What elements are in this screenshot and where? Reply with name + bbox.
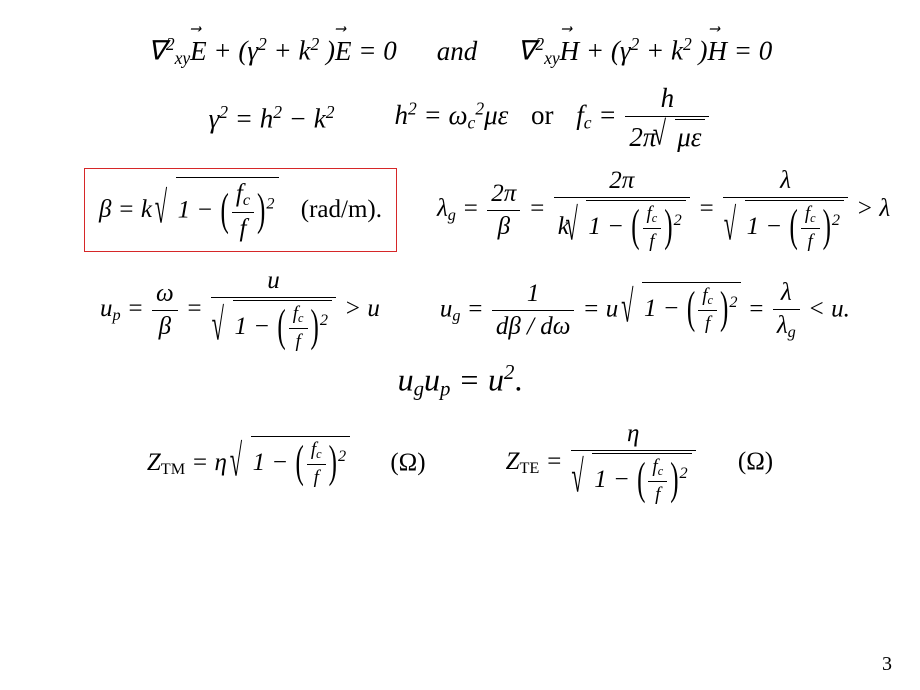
box-beta: β = k 1 − (fcf)2 (rad/m). (84, 168, 397, 252)
nabla: ∇ (148, 36, 166, 66)
unit-ohm: (Ω) (390, 449, 425, 476)
row-gamma-h-fc: γ2 = h2 − k2 h2 = ωc2με or fc = h 2πμε (50, 83, 870, 153)
eq-up: up = ωβ = u 1 − (fcf)2 > u (100, 267, 380, 353)
eq-lambda-g: λg = 2πβ = 2π k1 − (fcf)2 = λ 1 − (fcf)2… (437, 167, 890, 253)
text-or: or (531, 100, 554, 130)
row-ZTM-ZTE: ZTM = η 1 − (fcf)2 (Ω) ZTE = η 1 − (fcf)… (50, 420, 870, 506)
eq-helmholtz-E: ∇2xyE + (γ2 + k2 )E = 0 (148, 34, 397, 69)
page-number: 3 (882, 653, 892, 676)
eq-gamma2: γ2 = h2 − k2 (209, 102, 335, 135)
eq-ZTE: ZTE = η 1 − (fcf)2 (Ω) (506, 420, 774, 506)
eq-ugup-u2: ugup = u2. (398, 361, 523, 402)
units-radm: (rad/m). (301, 196, 382, 223)
eq-helmholtz-H: ∇2xyH + (γ2 + k2 )H = 0 (517, 34, 772, 69)
row-up-ug: up = ωβ = u 1 − (fcf)2 > u ug = 1dβ / dω… (100, 267, 870, 353)
row-wave-eqs: ∇2xyE + (γ2 + k2 )E = 0 and ∇2xyH + (γ2 … (50, 34, 870, 69)
unit-ohm-2: (Ω) (738, 448, 773, 475)
eq-ug: ug = 1dβ / dω = u 1 − (fcf)2 = λλg < u. (440, 279, 850, 342)
row-beta-lambda: β = k 1 − (fcf)2 (rad/m). λg = 2πβ = 2π … (84, 167, 870, 253)
slide: ∇2xyE + (γ2 + k2 )E = 0 and ∇2xyH + (γ2 … (0, 0, 920, 690)
eq-ZTM: ZTM = η 1 − (fcf)2 (Ω) (147, 436, 426, 489)
eq-beta: β = k 1 − (fcf)2 (rad/m). (99, 196, 382, 223)
row-ugup: ugup = u2. (50, 361, 870, 402)
text-and: and (437, 36, 478, 67)
eq-h2-fc: h2 = ωc2με or fc = h 2πμε (394, 83, 711, 153)
